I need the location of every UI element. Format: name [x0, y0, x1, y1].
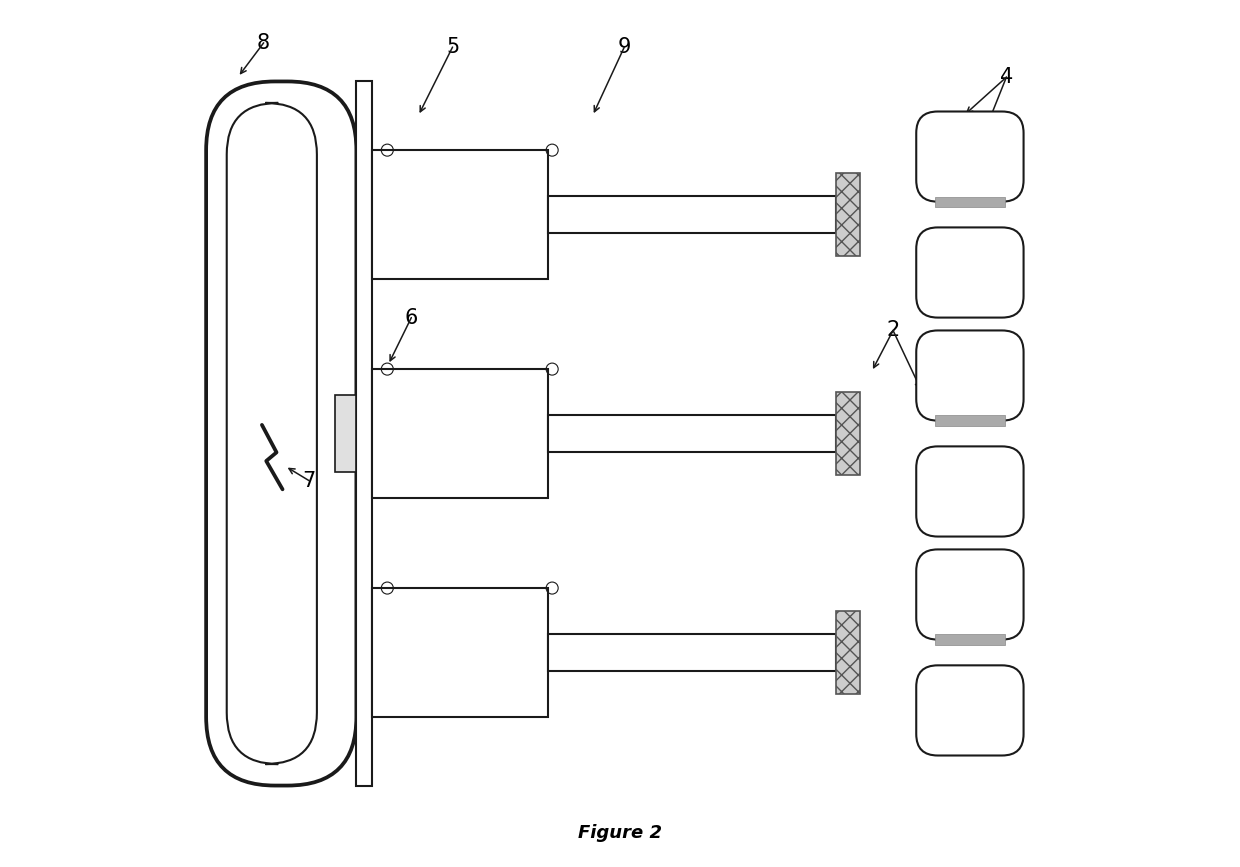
Text: 7: 7	[303, 471, 316, 491]
Bar	[935, 197, 1004, 207]
FancyBboxPatch shape	[916, 112, 1023, 202]
Bar	[548, 634, 836, 671]
Text: Figure 2: Figure 2	[578, 824, 662, 842]
FancyBboxPatch shape	[916, 227, 1023, 317]
FancyBboxPatch shape	[916, 665, 1023, 755]
Bar	[335, 394, 356, 473]
Bar	[935, 415, 1004, 426]
Text: 2: 2	[887, 321, 900, 341]
Bar	[372, 369, 548, 498]
FancyBboxPatch shape	[916, 330, 1023, 420]
FancyBboxPatch shape	[916, 447, 1023, 537]
FancyBboxPatch shape	[227, 103, 317, 764]
FancyBboxPatch shape	[916, 550, 1023, 640]
Bar	[548, 414, 836, 453]
Text: 4: 4	[999, 67, 1013, 88]
Bar	[935, 635, 1004, 645]
Text: 5: 5	[446, 37, 459, 57]
FancyBboxPatch shape	[206, 81, 356, 786]
Bar	[548, 196, 836, 233]
Text: 8: 8	[257, 33, 270, 53]
Bar	[836, 173, 859, 257]
Bar	[372, 588, 548, 717]
Text: 6: 6	[404, 308, 418, 328]
Bar	[836, 610, 859, 694]
Bar	[372, 150, 548, 279]
Text: 9: 9	[618, 37, 631, 57]
Bar	[836, 392, 859, 475]
Bar	[356, 81, 372, 786]
